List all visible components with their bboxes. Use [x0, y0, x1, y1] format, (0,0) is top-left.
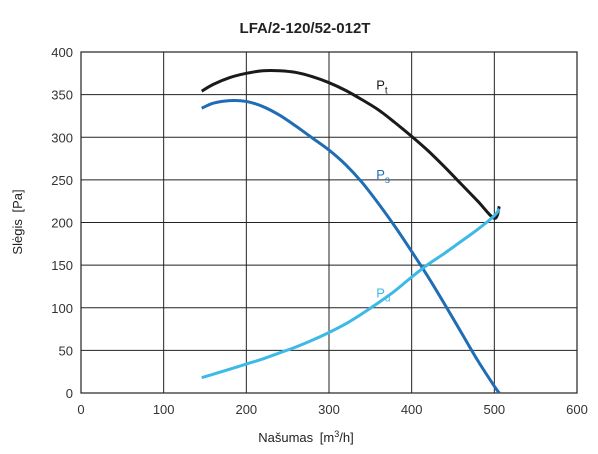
x-tick-label: 400	[401, 402, 423, 417]
y-tick-label: 200	[51, 216, 73, 231]
series-line-pt	[200, 68, 501, 220]
series-line-pd	[201, 207, 501, 380]
y-axis-title: Slėgis [Pa]	[10, 189, 25, 254]
plot-border	[80, 51, 578, 394]
y-axis-unit: [Pa]	[10, 189, 25, 212]
y-tick-label: 300	[51, 130, 73, 145]
x-tick-label: 0	[77, 402, 84, 417]
x-tick-label: 500	[483, 402, 505, 417]
curve-label-ps: Ps	[376, 167, 390, 186]
y-tick-label: 100	[51, 301, 73, 316]
x-axis-label: Našumas	[258, 430, 313, 445]
chart-title: LFA/2-120/52-012T	[240, 20, 371, 37]
x-axis-unit-suffix: /h]	[339, 430, 353, 445]
series-line-ps	[201, 98, 501, 394]
y-tick-labels: 0 50 100 150 200 250 300 350 400	[51, 45, 73, 401]
curve-label-pt: Pt	[376, 77, 388, 96]
x-axis-unit-sup: 3	[334, 429, 339, 439]
y-tick-label: 50	[59, 343, 73, 358]
series-lines	[200, 68, 501, 394]
x-tick-labels: 0 100 200 300 400 500 600	[77, 402, 587, 417]
y-tick-label: 400	[51, 45, 73, 60]
curve-label-pd: Pd	[376, 285, 390, 304]
y-tick-label: 150	[51, 258, 73, 273]
grid	[80, 51, 578, 394]
y-tick-label: 250	[51, 173, 73, 188]
x-axis-unit-prefix: [m	[320, 430, 334, 445]
y-axis-label: Slėgis	[10, 219, 25, 255]
x-axis-title: Našumas [m3/h]	[258, 429, 353, 445]
x-tick-label: 300	[318, 402, 340, 417]
x-tick-label: 600	[566, 402, 588, 417]
y-tick-label: 350	[51, 88, 73, 103]
curve-labels: Pt Ps Pd	[376, 77, 390, 304]
x-tick-label: 200	[235, 402, 257, 417]
x-tick-label: 100	[153, 402, 175, 417]
y-tick-label: 0	[66, 386, 73, 401]
